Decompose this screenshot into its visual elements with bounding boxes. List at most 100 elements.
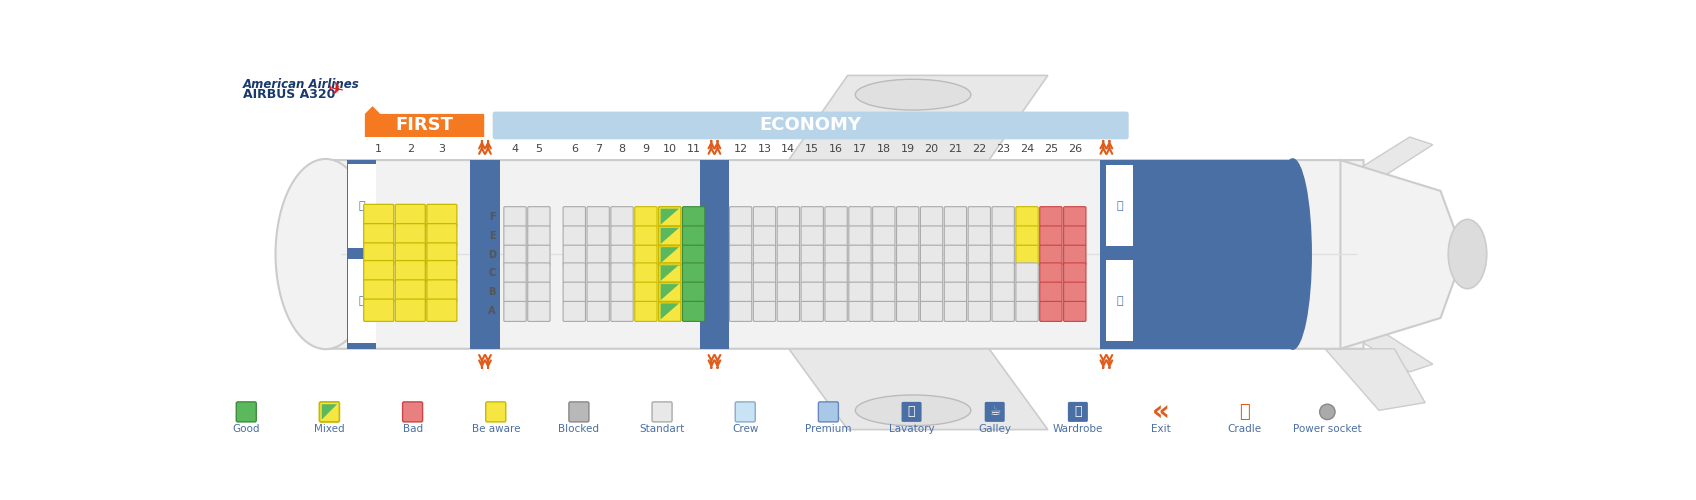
FancyBboxPatch shape: [658, 245, 680, 265]
Ellipse shape: [275, 159, 375, 349]
FancyBboxPatch shape: [492, 112, 1130, 140]
FancyBboxPatch shape: [658, 302, 680, 322]
FancyBboxPatch shape: [504, 245, 526, 265]
Text: F: F: [488, 212, 495, 222]
Text: Lavatory: Lavatory: [889, 424, 934, 434]
FancyBboxPatch shape: [634, 206, 656, 227]
FancyBboxPatch shape: [1040, 282, 1062, 302]
Text: B: B: [488, 287, 495, 297]
FancyBboxPatch shape: [729, 302, 751, 322]
Circle shape: [1319, 404, 1335, 419]
FancyBboxPatch shape: [587, 263, 609, 283]
Text: ✈: ✈: [326, 78, 346, 100]
FancyBboxPatch shape: [1016, 226, 1038, 246]
Text: 14: 14: [782, 144, 795, 154]
FancyBboxPatch shape: [427, 299, 456, 322]
FancyBboxPatch shape: [563, 245, 585, 265]
FancyBboxPatch shape: [1016, 302, 1038, 322]
FancyBboxPatch shape: [921, 226, 943, 246]
FancyBboxPatch shape: [777, 282, 799, 302]
FancyBboxPatch shape: [1040, 226, 1062, 246]
FancyBboxPatch shape: [504, 226, 526, 246]
FancyBboxPatch shape: [395, 243, 426, 265]
FancyBboxPatch shape: [897, 302, 919, 322]
Text: 2: 2: [407, 144, 414, 154]
FancyBboxPatch shape: [873, 302, 895, 322]
Text: American Airlines: American Airlines: [243, 78, 360, 91]
FancyBboxPatch shape: [634, 245, 656, 265]
Text: 23: 23: [996, 144, 1011, 154]
FancyBboxPatch shape: [921, 263, 943, 283]
Text: Premium: Premium: [806, 424, 851, 434]
FancyBboxPatch shape: [527, 226, 550, 246]
FancyBboxPatch shape: [326, 160, 1364, 349]
FancyBboxPatch shape: [682, 263, 706, 283]
FancyBboxPatch shape: [563, 206, 585, 227]
Polygon shape: [785, 345, 1048, 430]
Polygon shape: [660, 208, 678, 225]
FancyBboxPatch shape: [753, 263, 775, 283]
Bar: [470, 160, 500, 254]
FancyBboxPatch shape: [363, 280, 393, 302]
Text: 🧳: 🧳: [1116, 296, 1123, 306]
Text: 11: 11: [687, 144, 700, 154]
Text: 10: 10: [663, 144, 677, 154]
Text: Good: Good: [232, 424, 259, 434]
FancyBboxPatch shape: [1063, 206, 1085, 227]
FancyBboxPatch shape: [1106, 260, 1133, 341]
FancyBboxPatch shape: [848, 206, 872, 227]
FancyBboxPatch shape: [729, 245, 751, 265]
Text: ☕: ☕: [989, 406, 1001, 418]
FancyBboxPatch shape: [777, 245, 799, 265]
FancyBboxPatch shape: [658, 206, 680, 227]
FancyBboxPatch shape: [427, 224, 456, 246]
Text: 16: 16: [829, 144, 843, 154]
Text: 4: 4: [512, 144, 519, 154]
Polygon shape: [1340, 160, 1464, 349]
FancyBboxPatch shape: [1016, 282, 1038, 302]
FancyBboxPatch shape: [563, 302, 585, 322]
FancyBboxPatch shape: [824, 302, 848, 322]
Text: 20: 20: [924, 144, 938, 154]
Text: 🍼: 🍼: [1238, 403, 1250, 421]
FancyBboxPatch shape: [945, 282, 967, 302]
FancyBboxPatch shape: [395, 224, 426, 246]
FancyBboxPatch shape: [1063, 226, 1085, 246]
FancyBboxPatch shape: [611, 245, 633, 265]
FancyBboxPatch shape: [753, 226, 775, 246]
FancyBboxPatch shape: [921, 245, 943, 265]
FancyBboxPatch shape: [363, 224, 393, 246]
Polygon shape: [785, 76, 1048, 164]
FancyBboxPatch shape: [1106, 166, 1133, 246]
FancyBboxPatch shape: [992, 263, 1014, 283]
FancyBboxPatch shape: [363, 243, 393, 265]
FancyBboxPatch shape: [968, 226, 990, 246]
Text: Be aware: Be aware: [471, 424, 521, 434]
Text: FIRST: FIRST: [395, 116, 453, 134]
Text: 9: 9: [643, 144, 650, 154]
FancyBboxPatch shape: [824, 226, 848, 246]
Text: Mixed: Mixed: [314, 424, 344, 434]
FancyBboxPatch shape: [563, 282, 585, 302]
FancyBboxPatch shape: [348, 164, 375, 248]
FancyBboxPatch shape: [504, 263, 526, 283]
Bar: [1101, 160, 1292, 254]
FancyBboxPatch shape: [921, 302, 943, 322]
Text: 🚻: 🚻: [1116, 201, 1123, 211]
FancyBboxPatch shape: [801, 282, 823, 302]
FancyBboxPatch shape: [363, 299, 393, 322]
Text: 21: 21: [948, 144, 963, 154]
FancyBboxPatch shape: [682, 206, 706, 227]
FancyBboxPatch shape: [873, 206, 895, 227]
FancyBboxPatch shape: [651, 402, 672, 422]
Text: 🧳: 🧳: [358, 296, 365, 306]
FancyBboxPatch shape: [992, 282, 1014, 302]
FancyBboxPatch shape: [485, 402, 505, 422]
Text: 🚻: 🚻: [907, 406, 916, 418]
FancyBboxPatch shape: [427, 280, 456, 302]
FancyBboxPatch shape: [1016, 263, 1038, 283]
FancyBboxPatch shape: [682, 245, 706, 265]
FancyBboxPatch shape: [658, 282, 680, 302]
FancyBboxPatch shape: [729, 282, 751, 302]
Text: 26: 26: [1068, 144, 1082, 154]
